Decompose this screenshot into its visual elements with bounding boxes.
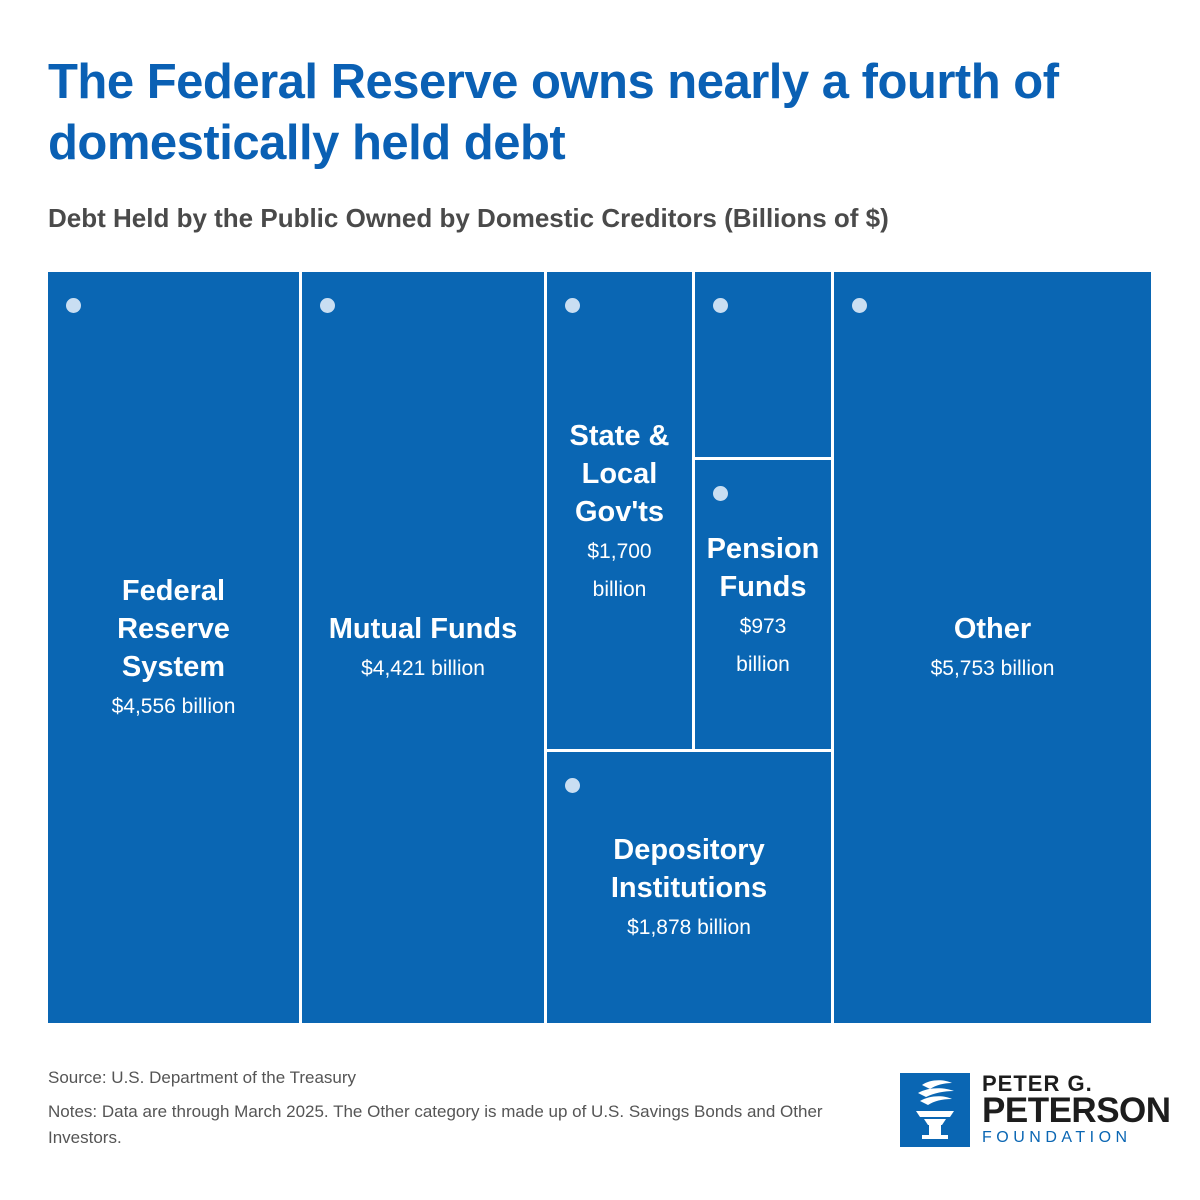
marker-dot-icon (66, 298, 81, 313)
tile-label: Gov'ts (574, 496, 665, 528)
treemap-tile: Other $5,753 billion (834, 272, 1151, 1023)
tile-value-label: billion (736, 653, 790, 676)
tile-label: Mutual Funds (328, 613, 518, 645)
tile-label: Depository (613, 834, 765, 866)
tile-label: System (121, 651, 226, 683)
tile-label: Institutions (610, 872, 768, 904)
torch-icon (900, 1073, 970, 1147)
source-note: Source: U.S. Department of the Treasury (48, 1068, 357, 1087)
logo-line-1: PETER G. (982, 1071, 1093, 1096)
tile-value-label: $4,421 billion (361, 657, 485, 680)
tile-label: State & (569, 420, 670, 452)
tile-value-label: $4,556 billion (111, 695, 236, 718)
notes-text: Notes: Data are through March 2025. The … (48, 1102, 823, 1147)
tile-label: Local (581, 458, 658, 490)
treemap-tile: Pension Funds $973 billion (695, 460, 831, 749)
treemap-tile: Mutual Funds $4,421 billion (302, 272, 544, 1023)
tile-value-label: $1,700 (587, 540, 652, 563)
treemap-tile: Federal Reserve System $4,556 billion (48, 272, 299, 1023)
marker-dot-icon (565, 298, 580, 313)
tile-label: Funds (719, 571, 807, 603)
tile-label: Pension (706, 533, 820, 565)
logo-line-3: FOUNDATION (982, 1129, 1132, 1146)
marker-dot-icon (713, 298, 728, 313)
marker-dot-icon (565, 778, 580, 793)
tile-label: Reserve (117, 613, 230, 645)
tile-value-label: $5,753 billion (930, 657, 1055, 680)
tile-label: Other (953, 613, 1032, 645)
tile-value-label: $973 (739, 615, 787, 638)
chart-title: The Federal Reserve owns nearly a fourth… (48, 55, 1059, 170)
marker-dot-icon (713, 486, 728, 501)
treemap-tile: Depository Institutions $1,878 billion (547, 752, 831, 1023)
logo-line-2: PETERSON (982, 1091, 1171, 1130)
chart-subtitle: Debt Held by the Public Owned by Domesti… (48, 203, 889, 233)
marker-dot-icon (320, 298, 335, 313)
treemap-tile (695, 272, 831, 457)
tile-value-label: billion (592, 578, 647, 601)
treemap-tile: State & Local Gov'ts $1,700 billion (547, 272, 692, 749)
tile-value-label: $1,878 billion (627, 916, 751, 939)
marker-dot-icon (852, 298, 867, 313)
peterson-foundation-logo: PETER G. PETERSON FOUNDATION (900, 1071, 1171, 1147)
tile-label: Federal (121, 575, 226, 607)
treemap: Federal Reserve System $4,556 billion Mutual… (48, 272, 1151, 1023)
